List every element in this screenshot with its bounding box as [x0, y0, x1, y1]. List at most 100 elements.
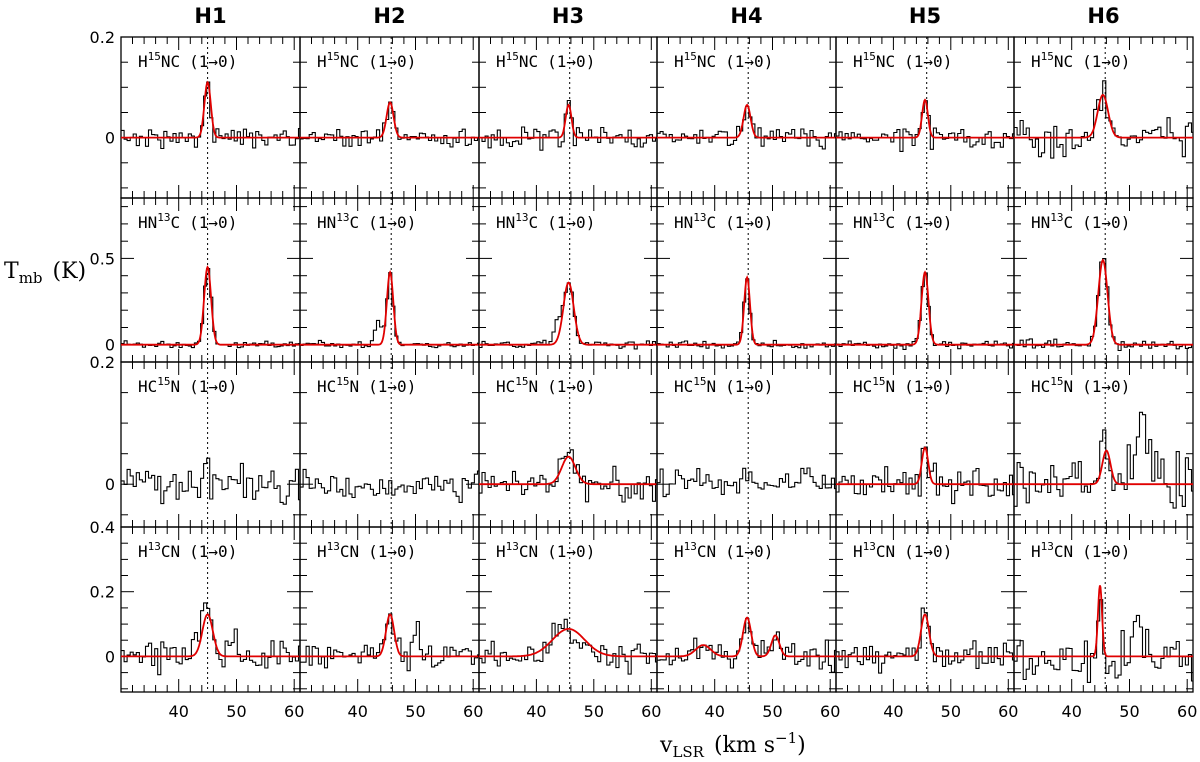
x-axis-label-sup: −1: [775, 729, 797, 747]
panel-h6-row-1: H15NC (1→0): [1013, 36, 1194, 199]
column-titles: H1 H2 H3 H4 H5 H6: [194, 4, 1119, 28]
molecule-label-pre: HC: [1031, 377, 1050, 396]
observed-spectrum-histogram: [836, 100, 1014, 152]
molecule-label-isotope: 15: [148, 50, 161, 63]
molecule-label: H15NC (1→0): [496, 50, 595, 71]
observed-spectrum-histogram: [300, 272, 479, 349]
gaussian-fit-curve: [479, 628, 657, 658]
y-tick-label: 0.2: [90, 583, 115, 602]
panel-h6-row-3: HC15N (1→0): [1013, 361, 1194, 528]
molecule-label: HN13C (1→0): [496, 211, 595, 232]
observed-spectrum-histogram: [1014, 411, 1193, 509]
molecule-label: H13CN (1→0): [138, 540, 237, 561]
gaussian-fit-curve: [479, 103, 657, 139]
molecule-label-pre: HC: [853, 377, 872, 396]
column-title-h3: H3: [552, 4, 584, 28]
gaussian-fit-curve: [479, 281, 657, 346]
molecule-label-isotope: 13: [515, 211, 528, 224]
molecule-label-isotope: 15: [684, 50, 697, 63]
molecule-label-pre: H: [496, 542, 506, 561]
molecule-label-transition: (1→0): [547, 542, 595, 561]
molecule-label-isotope: 15: [1041, 50, 1054, 63]
molecule-label-transition: (1→0): [189, 542, 237, 561]
observed-spectrum-histogram: [121, 457, 300, 505]
y-tick-label: 0: [105, 336, 115, 355]
gaussian-fit-curve: [836, 613, 1014, 658]
molecule-label: HC15N (1→0): [138, 375, 237, 396]
molecule-label-transition: (1→0): [368, 377, 416, 396]
x-tick-label: 60: [820, 702, 840, 721]
molecule-label-post: NC: [161, 52, 180, 71]
molecule-label-transition: (1→0): [547, 52, 595, 71]
gaussian-fit-curve: [121, 265, 300, 346]
observed-spectrum-histogram: [479, 99, 657, 151]
panel-h4-row-3: HC15N (1→0): [656, 361, 837, 528]
molecule-label-pre: H: [853, 52, 863, 71]
molecule-label-pre: H: [496, 52, 506, 71]
y-tick-label: 0: [105, 129, 115, 148]
molecule-label: H15NC (1→0): [1031, 50, 1130, 71]
panel-h5-row-3: HC15N (1→0): [835, 361, 1015, 528]
molecule-label: H13CN (1→0): [496, 540, 595, 561]
molecule-label-pre: H: [317, 542, 327, 561]
molecule-label: HN13C (1→0): [674, 211, 773, 232]
molecule-label-transition: (1→0): [189, 377, 237, 396]
panel-h2-row-3: HC15N (1→0): [299, 361, 480, 528]
molecule-label-transition: (1→0): [189, 52, 237, 71]
molecule-label-pre: HN: [674, 213, 693, 232]
molecule-label: HN13C (1→0): [1031, 211, 1130, 232]
molecule-label-transition: (1→0): [904, 213, 952, 232]
x-tick-label: 40: [169, 702, 189, 721]
molecule-label-pre: HN: [138, 213, 157, 232]
x-tick-label: 60: [463, 702, 483, 721]
molecule-label-pre: H: [138, 542, 148, 561]
molecule-label-isotope: 15: [515, 375, 528, 388]
y-tick-label: 0: [105, 647, 115, 666]
y-tick-label: 0.2: [90, 28, 115, 47]
molecule-label-isotope: 15: [863, 50, 876, 63]
panel-h1-row-1: H15NC (1→0) 0 0.2: [90, 28, 301, 199]
panel-h4-row-1: H15NC (1→0): [656, 36, 837, 199]
gaussian-fit-curve: [121, 80, 300, 139]
molecule-label-transition: (1→0): [547, 213, 595, 232]
molecule-label: HC15N (1→0): [496, 375, 595, 396]
molecule-label: H13CN (1→0): [853, 540, 952, 561]
x-tick-label: 40: [1062, 702, 1082, 721]
molecule-label-transition: (1→0): [1082, 542, 1130, 561]
y-tick-label: 0.2: [90, 353, 115, 372]
observed-spectrum-histogram: [479, 449, 657, 503]
molecule-label-isotope: 13: [684, 540, 697, 553]
y-tick-label: 0: [105, 475, 115, 494]
x-axis-label: vLSR (km s−1): [659, 729, 806, 761]
molecule-label-transition: (1→0): [904, 377, 952, 396]
gaussian-fit-curve: [657, 103, 836, 139]
observed-spectrum-histogram: [836, 272, 1014, 350]
gaussian-fit-curve: [836, 446, 1014, 486]
molecule-label-isotope: 13: [506, 540, 519, 553]
gaussian-fit-curve: [300, 613, 479, 658]
molecule-label-isotope: 15: [506, 50, 519, 63]
molecule-label: H13CN (1→0): [674, 540, 773, 561]
molecule-label-transition: (1→0): [1082, 52, 1130, 71]
observed-spectrum-histogram: [836, 446, 1014, 505]
molecule-label: HN13C (1→0): [138, 211, 237, 232]
observed-spectrum-histogram: [121, 81, 300, 150]
molecule-label-post: CN: [876, 542, 895, 561]
column-title-h4: H4: [730, 4, 762, 28]
observed-spectrum-histogram: [479, 282, 657, 350]
molecule-label-post: CN: [697, 542, 716, 561]
molecule-label-isotope: 15: [872, 375, 885, 388]
molecule-label-isotope: 13: [157, 211, 170, 224]
molecule-label-post: NC: [1054, 52, 1073, 71]
x-tick-label: 40: [883, 702, 903, 721]
molecule-label-pre: HC: [496, 377, 515, 396]
panel-h3-row-1: H15NC (1→0): [478, 36, 658, 199]
molecule-label-isotope: 13: [1050, 211, 1063, 224]
panel-h5-row-2: HN13C (1→0): [835, 197, 1015, 363]
molecule-label-post: N: [171, 377, 181, 396]
observed-spectrum-histogram: [300, 613, 479, 672]
molecule-label-isotope: 13: [693, 211, 706, 224]
gaussian-fit-curve: [121, 613, 300, 658]
